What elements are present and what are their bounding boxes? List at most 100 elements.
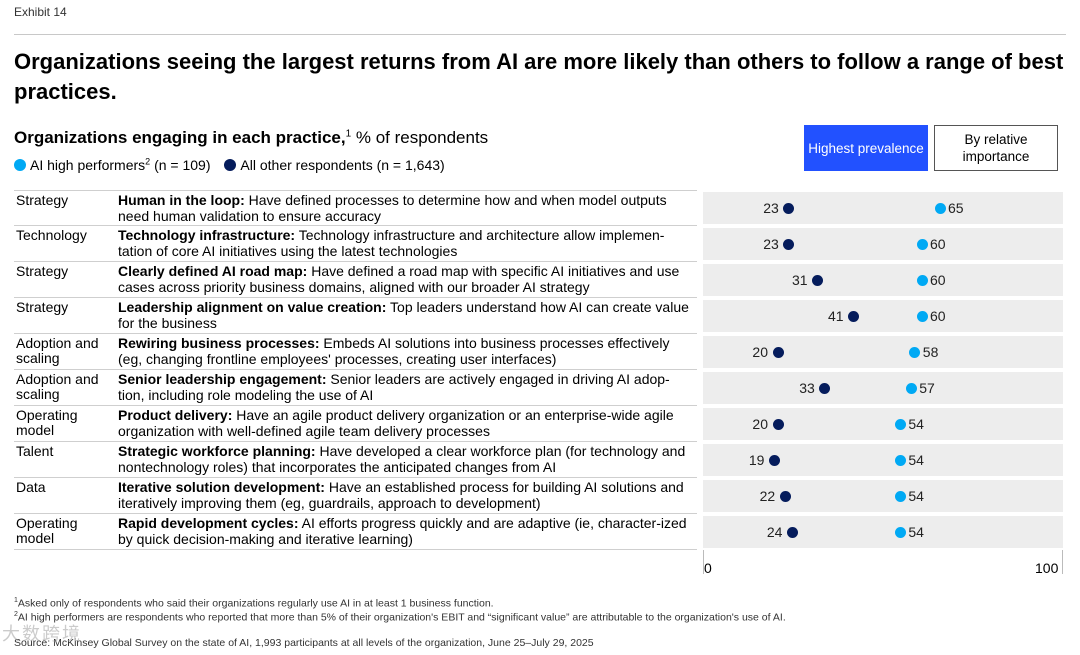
high-performer-value: 60 bbox=[930, 236, 946, 252]
high-performer-value: 54 bbox=[908, 416, 924, 432]
other-respondent-dot bbox=[783, 202, 795, 214]
row-band bbox=[703, 408, 1063, 440]
row-category: Technology bbox=[16, 227, 87, 243]
legend-item-high: AI high performers2 (n = 109) bbox=[14, 156, 211, 173]
exhibit-label: Exhibit 14 bbox=[14, 5, 67, 19]
other-respondent-dot bbox=[819, 382, 831, 394]
legend: AI high performers2 (n = 109) All other … bbox=[14, 156, 455, 173]
table-row: Strategy Human in the loop: Have defined … bbox=[14, 190, 697, 226]
legend-high-footnote-ref: 2 bbox=[145, 156, 151, 166]
row-practice-name: Technology infrastructure: bbox=[118, 227, 296, 243]
legend-high-label: AI high performers bbox=[30, 156, 146, 173]
other-respondent-dot bbox=[786, 526, 798, 538]
high-performer-value: 54 bbox=[908, 488, 924, 504]
legend-other-label: All other respondents (n = 1,643) bbox=[240, 156, 445, 173]
row-practice-name: Clearly defined AI road map: bbox=[118, 263, 308, 279]
other-respondent-value: 23 bbox=[763, 236, 779, 252]
table-row: Adoption and scaling Rewiring business pr… bbox=[14, 334, 697, 370]
legend-other-dot bbox=[224, 158, 237, 171]
other-respondent-value: 20 bbox=[752, 416, 768, 432]
high-performer-value: 58 bbox=[922, 344, 939, 360]
legend-item-other: All other respondents (n = 1,643) bbox=[224, 156, 445, 173]
source-note: Source: McKinsey Global Survey on the st… bbox=[14, 637, 594, 649]
row-practice-name: Iterative solution development: bbox=[118, 479, 325, 495]
row-category: Strategy bbox=[16, 299, 69, 315]
axis-tick-label: 100 bbox=[1035, 560, 1059, 576]
table-row: Adoption and scaling Senior leadership en… bbox=[14, 370, 697, 406]
axis-line-left bbox=[703, 550, 704, 574]
chart-subtitle: Organizations engaging in each practice,… bbox=[14, 128, 488, 148]
row-practice-text: Have an established process for building… bbox=[118, 479, 684, 511]
other-respondent-dot bbox=[772, 346, 784, 358]
table-row: Operating model Rapid development cycles:… bbox=[14, 514, 697, 550]
row-practice-name: Rewiring business processes: bbox=[118, 335, 320, 351]
dot-plot: 65 23 60 23 60 31 60 41 58 20 57 33 54 20 54 19 54 22 54 24 bbox=[703, 190, 1063, 550]
row-practice-text: Have defined processes to determine how … bbox=[118, 192, 667, 224]
row-description: Rewiring business processes: Embeds AI s… bbox=[118, 335, 693, 367]
footnote-1: 1Asked only of respondents who said thei… bbox=[14, 597, 494, 610]
table-row: Talent Strategic workforce planning: Have… bbox=[14, 442, 697, 478]
table-row: Operating model Product delivery: Have an… bbox=[14, 406, 697, 442]
high-performer-dot bbox=[916, 310, 928, 322]
other-respondent-value: 23 bbox=[763, 200, 779, 216]
row-practice-name: Rapid development cycles: bbox=[118, 515, 299, 531]
other-respondent-dot bbox=[812, 274, 824, 286]
table-row: Strategy Leadership alignment on value cr… bbox=[14, 298, 697, 334]
chart-title: Organizations seeing the largest returns… bbox=[14, 49, 1064, 104]
watermark: 大数跨境 bbox=[2, 624, 82, 644]
other-respondent-value: 19 bbox=[748, 452, 765, 468]
row-category: Strategy bbox=[16, 263, 69, 279]
row-description: Rapid development cycles: AI efforts pro… bbox=[118, 515, 693, 547]
row-band bbox=[703, 516, 1063, 548]
row-band bbox=[703, 264, 1063, 296]
high-performer-dot bbox=[934, 202, 946, 214]
table-row: Data Iterative solution development: Have… bbox=[14, 478, 697, 514]
high-performer-dot bbox=[905, 382, 917, 394]
row-band bbox=[703, 444, 1063, 476]
footnote-2-ref: 2 bbox=[14, 611, 18, 618]
high-performer-dot bbox=[894, 454, 906, 466]
row-practice-text: Have developed a clear workforce plan (f… bbox=[118, 443, 686, 475]
row-description: Human in the loop: Have defined processe… bbox=[118, 192, 693, 224]
other-respondent-dot bbox=[768, 454, 780, 466]
row-category: Strategy bbox=[16, 192, 69, 208]
sort-relative-importance-button[interactable]: By relative importance bbox=[934, 125, 1058, 171]
high-performer-value: 60 bbox=[930, 272, 946, 288]
legend-high-n: (n = 109) bbox=[150, 156, 211, 173]
row-category: Adoption and scaling bbox=[16, 371, 99, 402]
sort-relative-importance-label: By relative importance bbox=[962, 132, 1030, 164]
legend-high-dot bbox=[14, 158, 26, 171]
row-description: Senior leadership engagement: Senior lea… bbox=[118, 371, 693, 403]
subtitle-footnote-ref: 1 bbox=[345, 128, 352, 140]
row-category: Data bbox=[16, 479, 46, 495]
other-respondent-dot bbox=[848, 310, 860, 322]
row-practice-text: Senior leaders are actively engaged in d… bbox=[118, 371, 670, 403]
other-respondent-value: 33 bbox=[799, 380, 815, 396]
high-performer-dot bbox=[894, 490, 906, 502]
subtitle-unit: % of respondents bbox=[351, 128, 489, 147]
row-band bbox=[703, 336, 1063, 368]
top-divider bbox=[14, 34, 1066, 35]
table-row: Technology Technology infrastructure: Tec… bbox=[14, 226, 697, 262]
row-description: Strategic workforce planning: Have devel… bbox=[118, 443, 693, 475]
subtitle-bold: Organizations engaging in each practice, bbox=[14, 128, 346, 147]
row-practice-text: Have an agile product delivery organizat… bbox=[118, 407, 674, 439]
footnote-2: 2AI high performers are respondents who … bbox=[14, 611, 786, 624]
row-band bbox=[703, 372, 1063, 404]
row-description: Iterative solution development: Have an … bbox=[118, 479, 693, 511]
sort-highest-prevalence-button[interactable]: Highest prevalence bbox=[804, 125, 928, 171]
high-performer-value: 60 bbox=[930, 308, 946, 324]
high-performer-dot bbox=[916, 274, 928, 286]
high-performer-value: 57 bbox=[919, 380, 935, 396]
high-performer-dot bbox=[894, 526, 906, 538]
practice-table: Strategy Human in the loop: Have defined … bbox=[14, 190, 697, 550]
row-practice-text: Embeds AI solutions into business proces… bbox=[118, 335, 670, 367]
row-practice-text: AI efforts progress quickly and are adap… bbox=[118, 515, 687, 547]
row-description: Product delivery: Have an agile product … bbox=[118, 407, 693, 439]
other-respondent-value: 24 bbox=[766, 524, 783, 540]
row-category: Adoption and scaling bbox=[16, 335, 99, 366]
row-band bbox=[703, 480, 1063, 512]
other-respondent-dot bbox=[783, 238, 795, 250]
row-practice-name: Human in the loop: bbox=[118, 192, 245, 208]
other-respondent-value: 41 bbox=[828, 308, 844, 324]
